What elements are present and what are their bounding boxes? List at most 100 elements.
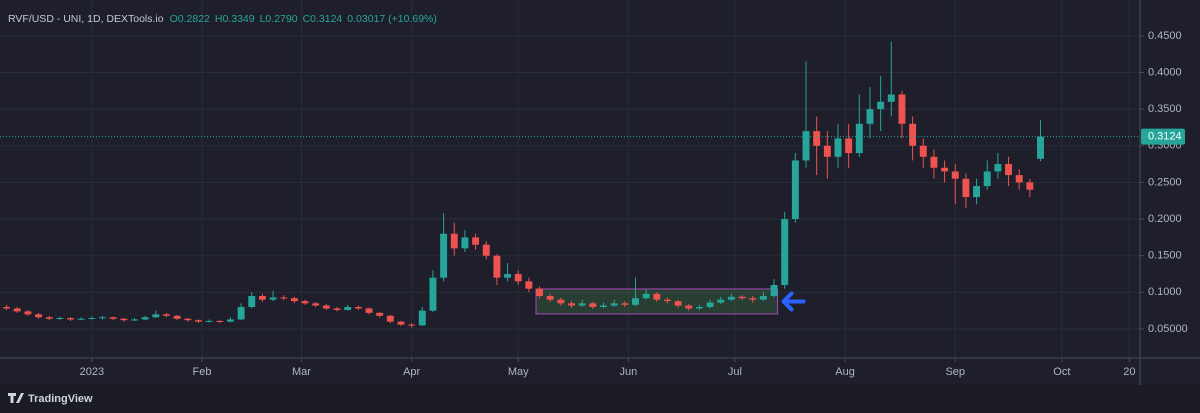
candle-body (727, 296, 735, 300)
candle-body (3, 306, 11, 309)
candle-body (930, 156, 938, 168)
candle-body (472, 237, 480, 245)
candle-body (184, 318, 192, 321)
candle-body (621, 303, 629, 305)
candle-body (312, 303, 320, 306)
x-tick-label: Oct (1053, 366, 1070, 378)
candle-body (120, 318, 128, 321)
candle-body (131, 319, 138, 321)
candle-body (845, 138, 853, 154)
x-tick-label: 20 (1123, 366, 1135, 378)
candle-body (56, 317, 64, 319)
candle-body (663, 299, 671, 302)
candle-body (781, 219, 789, 286)
candle-body (152, 314, 160, 318)
candle-body (632, 298, 639, 305)
candle-body (568, 303, 575, 306)
candle-body (333, 308, 341, 310)
x-tick-label: May (508, 366, 529, 378)
arrow (781, 291, 806, 312)
candle-body (269, 297, 277, 300)
x-tick-label: Aug (835, 366, 855, 378)
y-tick-label: 0.4000 (1148, 66, 1182, 78)
candle-body (216, 320, 224, 322)
candle-body (600, 305, 607, 307)
candle-body (397, 321, 405, 325)
candle-body (791, 160, 799, 220)
candle-body (205, 320, 213, 322)
candle-body (610, 303, 618, 306)
candle-body (525, 281, 533, 289)
candle-body (450, 233, 458, 249)
candle-body (759, 296, 767, 300)
candle-body (514, 274, 522, 282)
logo-mark (8, 393, 24, 403)
x-tick-label: Mar (292, 366, 311, 378)
y-tick-label: 0.1500 (1148, 250, 1182, 262)
ohlc-value: H0.3349 (215, 13, 255, 25)
x-tick-label: Feb (193, 366, 212, 378)
candle-body (823, 145, 831, 157)
candle-body (674, 301, 682, 306)
candle-body (898, 94, 906, 124)
footer-bar (0, 385, 1200, 413)
candle-body (749, 298, 757, 300)
candle-body (88, 317, 96, 319)
candle-body (237, 306, 245, 320)
candle-body (557, 299, 565, 304)
candle-body (290, 298, 298, 302)
legend: RVF/USD - UNI, 1D, DEXTools.io O0.2822 H0… (8, 13, 437, 25)
candle-body (504, 274, 512, 278)
candle-body (258, 296, 266, 300)
candle-body (834, 138, 842, 157)
candle-body (717, 299, 725, 303)
candle-body (813, 131, 821, 146)
candle-body (546, 296, 554, 300)
x-tick-label: 2023 (80, 366, 104, 378)
candle-body (877, 101, 885, 110)
candle-body (653, 293, 661, 300)
candle-body (706, 302, 714, 307)
y-tick-label: 0.3500 (1148, 103, 1182, 115)
candle-body (386, 315, 394, 322)
candle-body (13, 308, 21, 312)
y-tick-label: 0.1000 (1148, 286, 1182, 298)
x-tick-label: Jul (728, 366, 742, 378)
y-tick-label: 0.05000 (1148, 323, 1188, 335)
x-tick-label: Sep (945, 366, 965, 378)
candle-body (866, 109, 874, 124)
candle-body (973, 186, 981, 198)
candle-body (536, 288, 543, 297)
x-tick-label: Jun (619, 366, 637, 378)
candle-body (376, 312, 384, 316)
candle-body (941, 167, 949, 172)
plot (3, 41, 1044, 328)
candle-body (1026, 182, 1034, 190)
candle-body (322, 305, 330, 309)
candle-body (248, 296, 256, 307)
y-tick-label: 0.2000 (1148, 213, 1182, 225)
candle-body (301, 301, 309, 304)
candle-body (887, 94, 895, 102)
candle-body (578, 303, 586, 306)
candle-body (141, 317, 149, 320)
logo (8, 393, 24, 403)
candle-body (855, 123, 863, 154)
candle-body (909, 123, 917, 146)
ohlc-value: C0.3124 (303, 13, 343, 25)
candle-body (685, 305, 693, 309)
candle-body (418, 310, 426, 326)
candle-body (695, 306, 703, 309)
candle-body (35, 314, 43, 318)
candle-body (24, 311, 32, 315)
candle-body (642, 293, 650, 299)
candle-body (1037, 136, 1044, 159)
y-tick-label: 0.4500 (1148, 30, 1182, 42)
candle-body (67, 317, 74, 320)
candle-body (493, 255, 501, 278)
candle-body (45, 317, 53, 319)
y-tick-label: 0.2500 (1148, 176, 1182, 188)
